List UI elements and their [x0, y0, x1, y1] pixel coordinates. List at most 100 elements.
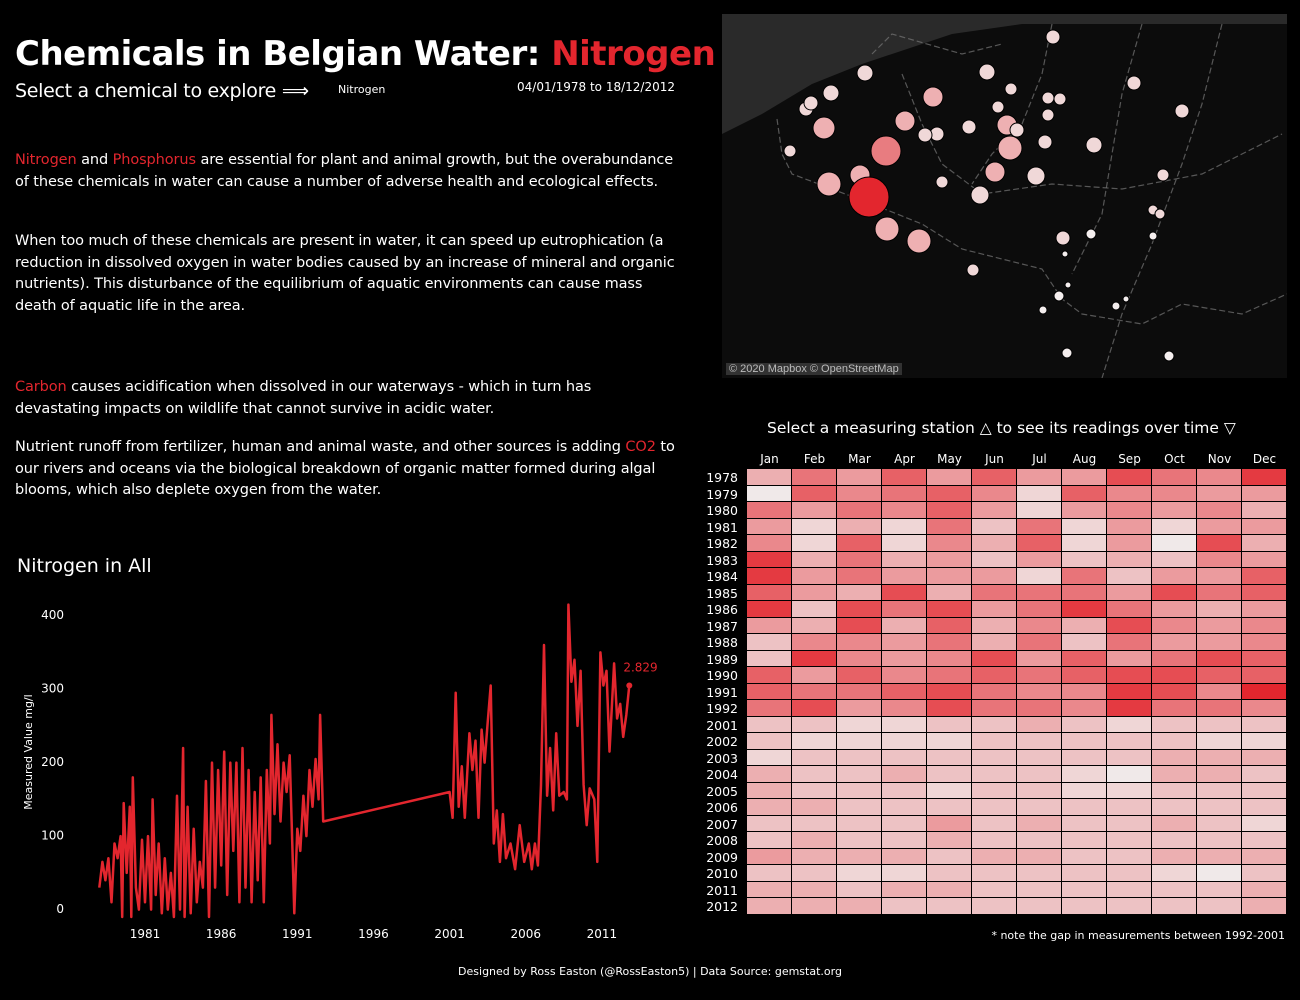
heatmap-cell[interactable]: [1242, 584, 1286, 600]
heatmap-cell[interactable]: [1152, 898, 1196, 914]
chemical-selector[interactable]: Nitrogen: [338, 83, 386, 96]
heatmap-cell[interactable]: [927, 601, 971, 617]
heatmap-cell[interactable]: [1062, 881, 1106, 897]
station-marker[interactable]: [1122, 295, 1130, 303]
station-marker[interactable]: [1053, 290, 1065, 302]
heatmap-cell[interactable]: [1197, 601, 1241, 617]
heatmap-cell[interactable]: [837, 832, 881, 848]
heatmap-cell[interactable]: [1062, 469, 1106, 485]
heatmap-cell[interactable]: [927, 749, 971, 765]
heatmap-cell[interactable]: [792, 584, 836, 600]
heatmap-cell[interactable]: [1107, 799, 1151, 815]
heatmap-cell[interactable]: [792, 683, 836, 699]
heatmap-cell[interactable]: [1197, 700, 1241, 716]
heatmap-cell[interactable]: [1242, 518, 1286, 534]
station-marker[interactable]: [1041, 91, 1055, 105]
heatmap-cell[interactable]: [1017, 502, 1061, 518]
heatmap-cell[interactable]: [972, 469, 1016, 485]
heatmap-cell[interactable]: [1197, 766, 1241, 782]
heatmap-cell[interactable]: [1197, 848, 1241, 864]
station-marker[interactable]: [803, 95, 819, 111]
heatmap-cell[interactable]: [1107, 766, 1151, 782]
station-marker[interactable]: [906, 228, 932, 254]
heatmap-cell[interactable]: [1242, 551, 1286, 567]
heatmap-cell[interactable]: [972, 782, 1016, 798]
heatmap-cell[interactable]: [792, 733, 836, 749]
heatmap-cell[interactable]: [1107, 617, 1151, 633]
heatmap-cell[interactable]: [1107, 485, 1151, 501]
heatmap-cell[interactable]: [1242, 881, 1286, 897]
heatmap-cell[interactable]: [1017, 848, 1061, 864]
heatmap-cell[interactable]: [882, 700, 926, 716]
station-marker[interactable]: [1174, 103, 1190, 119]
heatmap-cell[interactable]: [1197, 535, 1241, 551]
heatmap-cell[interactable]: [882, 716, 926, 732]
heatmap-cell[interactable]: [1107, 469, 1151, 485]
station-marker[interactable]: [1085, 136, 1103, 154]
heatmap-cell[interactable]: [1062, 898, 1106, 914]
heatmap-cell[interactable]: [792, 485, 836, 501]
heatmap-cell[interactable]: [1017, 535, 1061, 551]
station-marker[interactable]: [978, 63, 996, 81]
heatmap-cell[interactable]: [1152, 485, 1196, 501]
heatmap-cell[interactable]: [747, 568, 791, 584]
heatmap-cell[interactable]: [837, 898, 881, 914]
heatmap-cell[interactable]: [792, 634, 836, 650]
heatmap-cell[interactable]: [837, 683, 881, 699]
heatmap-cell[interactable]: [1152, 766, 1196, 782]
heatmap-cell[interactable]: [882, 568, 926, 584]
heatmap-cell[interactable]: [1062, 749, 1106, 765]
heatmap-cell[interactable]: [1242, 733, 1286, 749]
heatmap-cell[interactable]: [1242, 535, 1286, 551]
heatmap-cell[interactable]: [1152, 700, 1196, 716]
heatmap-cell[interactable]: [1242, 650, 1286, 666]
heatmap-cell[interactable]: [1107, 782, 1151, 798]
station-marker[interactable]: [961, 119, 977, 135]
heatmap-cell[interactable]: [1152, 881, 1196, 897]
heatmap-cell[interactable]: [837, 848, 881, 864]
station-marker[interactable]: [1061, 250, 1069, 258]
heatmap-cell[interactable]: [1242, 848, 1286, 864]
heatmap-cell[interactable]: [882, 848, 926, 864]
heatmap-cell[interactable]: [747, 848, 791, 864]
heatmap-cell[interactable]: [927, 832, 971, 848]
heatmap-cell[interactable]: [972, 551, 1016, 567]
heatmap-cell[interactable]: [837, 881, 881, 897]
heatmap-cell[interactable]: [1107, 601, 1151, 617]
heatmap-cell[interactable]: [972, 815, 1016, 831]
heatmap-cell[interactable]: [837, 749, 881, 765]
heatmap-cell[interactable]: [1062, 865, 1106, 881]
heatmap-cell[interactable]: [837, 469, 881, 485]
heatmap-cell[interactable]: [837, 535, 881, 551]
heatmap-cell[interactable]: [747, 716, 791, 732]
heatmap-cell[interactable]: [837, 815, 881, 831]
station-marker[interactable]: [1045, 29, 1061, 45]
heatmap-cell[interactable]: [972, 650, 1016, 666]
heatmap-cell[interactable]: [1107, 683, 1151, 699]
heatmap-cell[interactable]: [837, 733, 881, 749]
heatmap-cell[interactable]: [1062, 782, 1106, 798]
heatmap-cell[interactable]: [837, 782, 881, 798]
heatmap-cell[interactable]: [1242, 683, 1286, 699]
heatmap-cell[interactable]: [1062, 551, 1106, 567]
heatmap-cell[interactable]: [792, 551, 836, 567]
heatmap-cell[interactable]: [837, 716, 881, 732]
heatmap-cell[interactable]: [972, 716, 1016, 732]
heatmap-cell[interactable]: [927, 683, 971, 699]
heatmap-cell[interactable]: [747, 815, 791, 831]
heatmap-cell[interactable]: [837, 700, 881, 716]
heatmap-cell[interactable]: [1062, 518, 1106, 534]
heatmap-cell[interactable]: [1017, 881, 1061, 897]
heatmap-cell[interactable]: [1152, 535, 1196, 551]
heatmap-cell[interactable]: [747, 799, 791, 815]
heatmap-cell[interactable]: [1107, 881, 1151, 897]
heatmap-cell[interactable]: [882, 733, 926, 749]
heatmap-cell[interactable]: [792, 832, 836, 848]
heatmap-cell[interactable]: [792, 766, 836, 782]
heatmap-cell[interactable]: [1107, 716, 1151, 732]
heatmap-cell[interactable]: [1062, 601, 1106, 617]
heatmap-cell[interactable]: [1197, 782, 1241, 798]
heatmap-cell[interactable]: [882, 881, 926, 897]
heatmap-cell[interactable]: [1197, 584, 1241, 600]
heatmap-cell[interactable]: [1242, 601, 1286, 617]
